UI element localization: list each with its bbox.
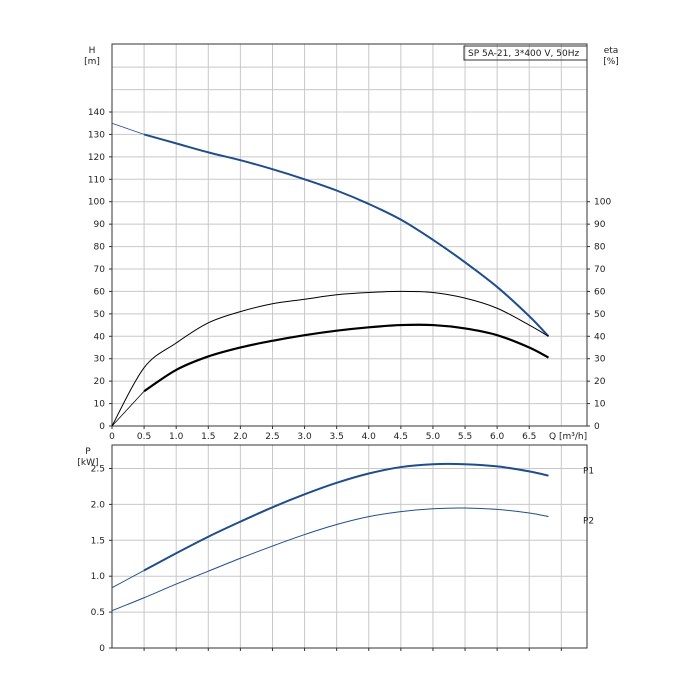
head-curve-extension: [111, 122, 145, 135]
y-axis-unit: [m]: [84, 57, 100, 67]
x-tick-label: 5.0: [426, 432, 441, 442]
y2-axis-unit: [%]: [603, 57, 619, 67]
y-tick-label: 20: [94, 377, 106, 387]
p1-curve: [143, 462, 549, 572]
y-tick-label: 70: [94, 265, 106, 275]
y-tick-label: 110: [88, 175, 105, 185]
y-tick-label: 100: [88, 198, 105, 208]
y2-tick-label: 80: [594, 243, 606, 253]
x-tick-label: 4.5: [394, 432, 408, 442]
y-axis-unit: [kW]: [77, 458, 98, 468]
efficiency_overall-curve: [143, 323, 550, 393]
x-tick-label: 1.5: [201, 432, 215, 442]
y-tick-label: 30: [94, 355, 106, 365]
y-tick-label: 50: [94, 310, 106, 320]
efficiency_pump-curve: [111, 290, 549, 427]
y-tick-label: 2.5: [91, 465, 105, 475]
y-axis-label: P: [85, 447, 91, 457]
y2-tick-label: 60: [594, 287, 606, 297]
x-tick-label: 6.5: [522, 432, 536, 442]
p1-curve-extension: [111, 570, 145, 589]
x-tick-label: 5.5: [458, 432, 472, 442]
x-tick-label: 0: [109, 432, 115, 442]
y2-tick-label: 40: [594, 332, 606, 342]
efficiency_overall-curve-extension: [111, 390, 145, 427]
x-tick-label: 0.5: [137, 432, 151, 442]
y2-tick-label: 100: [594, 198, 611, 208]
head-efficiency-panel: 0 10 20 30 40 50 60 70 80 90 100 110 120 130 140 0 10 20 3…: [84, 43, 619, 442]
title-box: [463, 45, 588, 61]
y-tick-label: 60: [94, 287, 106, 297]
x-tick-label: 2.0: [233, 432, 248, 442]
y2-tick-label: 50: [594, 310, 606, 320]
y-tick-label: 2.0: [91, 500, 106, 510]
p1-series-label: P1: [583, 467, 594, 477]
y-tick-label: 1.5: [91, 536, 105, 546]
y-tick-label: 80: [94, 243, 106, 253]
y2-tick-label: 90: [594, 220, 606, 230]
y-tick-label: 1.0: [91, 572, 106, 582]
y-tick-label: 0: [99, 644, 105, 654]
y-tick-label: 0: [99, 422, 105, 432]
power-panel: 0 0.5 1.0 1.5 2.0 2.5P[kW] P1 P2: [77, 444, 594, 654]
y-tick-label: 120: [88, 153, 105, 163]
y-tick-label: 0.5: [91, 608, 105, 618]
p2-curve: [111, 507, 549, 612]
x-tick-label: 6.0: [490, 432, 505, 442]
x-axis-label: Q [m³/h]: [549, 432, 587, 442]
x-tick-label: 2.5: [265, 432, 279, 442]
x-tick-label: 1.0: [169, 432, 184, 442]
y-tick-label: 90: [94, 220, 106, 230]
x-tick-label: 3.0: [297, 432, 312, 442]
plot-frame: [111, 444, 588, 649]
p2-series-label: P2: [583, 517, 594, 527]
x-tick-label: 3.5: [329, 432, 343, 442]
plot-frame: [111, 43, 588, 427]
y-tick-label: 40: [94, 332, 106, 342]
y2-tick-label: 30: [594, 355, 606, 365]
y2-tick-label: 0: [594, 422, 600, 432]
y2-tick-label: 70: [594, 265, 606, 275]
y2-tick-label: 20: [594, 377, 606, 387]
y2-axis-label: eta: [604, 46, 619, 56]
head-curve: [143, 133, 550, 337]
y-axis-label: H: [89, 46, 96, 56]
x-tick-label: 4.0: [362, 432, 377, 442]
chart-title: SP 5A-21, 3*400 V, 50Hz: [468, 49, 579, 59]
y2-tick-label: 10: [594, 400, 606, 410]
y-tick-label: 130: [88, 130, 105, 140]
y-tick-label: 10: [94, 400, 106, 410]
y-tick-label: 140: [88, 108, 105, 118]
